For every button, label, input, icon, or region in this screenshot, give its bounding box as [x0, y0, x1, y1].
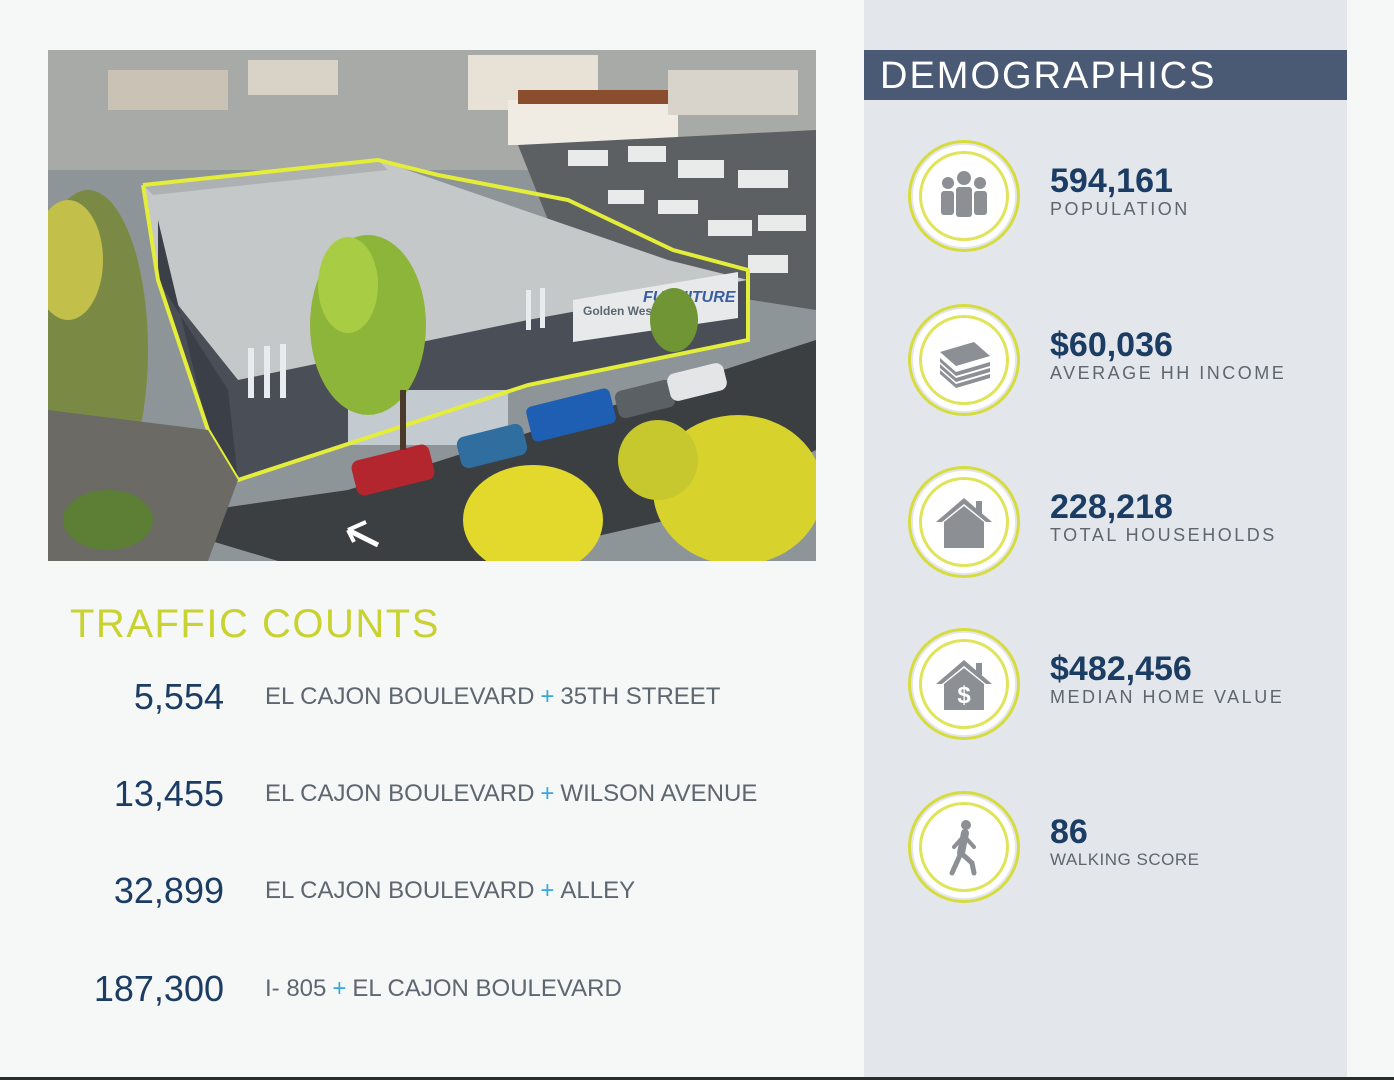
street-name: WILSON AVENUE [560, 780, 758, 807]
street-name: ALLEY [560, 877, 636, 904]
walking-person-icon [913, 796, 1015, 898]
stat-label: WALKING SCORE [1050, 850, 1200, 869]
street-name: EL CAJON BOULEVARD [265, 877, 535, 904]
demographics-title: DEMOGRAPHICS [880, 55, 1217, 97]
traffic-count-value: 5,554 [133, 676, 224, 717]
traffic-counts-title: TRAFFIC COUNTS [70, 602, 440, 646]
property-aerial-photo: Golden West FURNITURE [48, 50, 816, 561]
traffic-row: 32,899 EL CAJON BOULEVARD + ALLEY [0, 866, 860, 916]
street-name: I- 805 [265, 975, 327, 1002]
plus-icon: + [332, 975, 347, 1002]
stat-value: 228,218 [1050, 488, 1173, 526]
house-icon [913, 471, 1015, 573]
money-stack-icon [913, 309, 1015, 411]
bottom-divider [0, 1077, 1394, 1080]
population-icon [913, 145, 1015, 247]
plus-icon: + [540, 683, 555, 710]
stat-value: $482,456 [1050, 650, 1192, 688]
stat-label: POPULATION [1050, 199, 1190, 219]
street-name: EL CAJON BOULEVARD [265, 683, 535, 710]
stat-label: TOTAL HOUSEHOLDS [1050, 525, 1277, 545]
stat-value: 86 [1050, 813, 1088, 851]
street-name: EL CAJON BOULEVARD [352, 975, 622, 1002]
traffic-count-value: 187,300 [93, 968, 224, 1009]
traffic-row: 5,554 EL CAJON BOULEVARD +35TH STREET [0, 672, 860, 722]
traffic-row: 13,455 EL CAJON BOULEVARD + WILSON AVENUE [0, 769, 860, 819]
plus-icon: + [540, 877, 555, 904]
traffic-location: EL CAJON BOULEVARD + WILSON AVENUE [265, 769, 757, 819]
street-name: EL CAJON BOULEVARD [265, 780, 535, 807]
demographics-header: DEMOGRAPHICS [864, 50, 1347, 100]
stat-average-income: $60,036 AVERAGE HH INCOME [913, 309, 1347, 413]
stat-label: AVERAGE HH INCOME [1050, 363, 1287, 383]
traffic-count-value: 13,455 [113, 773, 224, 814]
stat-population: 594,161 POPULATION [913, 145, 1347, 249]
house-dollar-icon: $ [913, 633, 1015, 735]
stat-value: 594,161 [1050, 162, 1173, 200]
stat-median-home-value: $ $482,456 MEDIAN HOME VALUE [913, 633, 1347, 737]
plus-icon: + [540, 780, 555, 807]
stat-value: $60,036 [1050, 326, 1173, 364]
traffic-count-value: 32,899 [113, 870, 224, 911]
traffic-row: 187,300 I- 805 + EL CAJON BOULEVARD [0, 964, 860, 1014]
stat-total-households: 228,218 TOTAL HOUSEHOLDS [913, 471, 1347, 575]
stat-label: MEDIAN HOME VALUE [1050, 687, 1285, 707]
stat-walking-score: 86 WALKING SCORE [913, 796, 1347, 900]
svg-text:$: $ [957, 682, 971, 709]
traffic-location: EL CAJON BOULEVARD +35TH STREET [265, 672, 720, 722]
traffic-location: EL CAJON BOULEVARD + ALLEY [265, 866, 635, 916]
street-name: 35TH STREET [560, 683, 721, 710]
sign-brand-text: Golden West [583, 304, 656, 318]
traffic-location: I- 805 + EL CAJON BOULEVARD [265, 964, 622, 1014]
